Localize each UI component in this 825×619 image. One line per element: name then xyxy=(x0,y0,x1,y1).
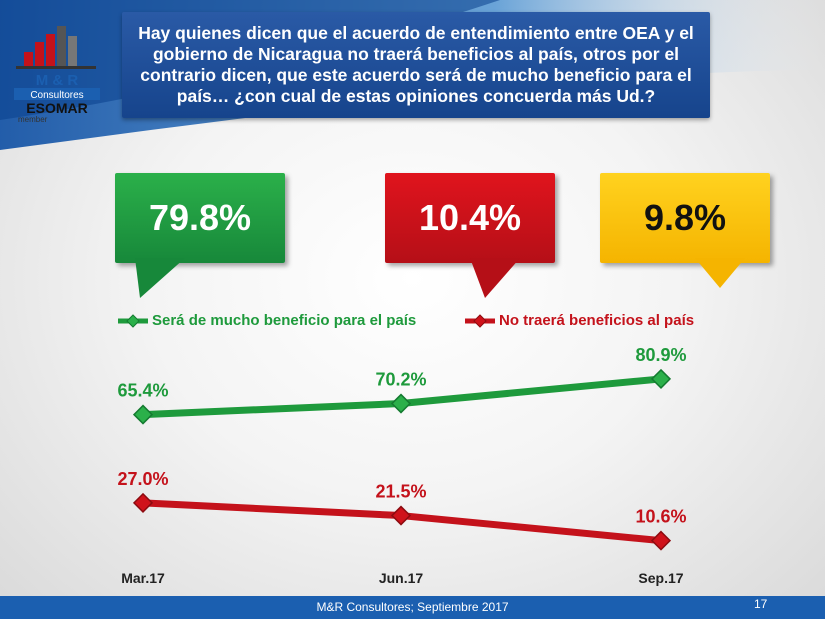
legend-item-beneficio: Será de mucho beneficio para el país xyxy=(118,312,416,329)
series-0-label-0: 65.4% xyxy=(117,381,168,401)
series-1-point-0 xyxy=(132,492,154,513)
question-text: Hay quienes dicen que el acuerdo de ente… xyxy=(138,23,694,106)
callout-no-beneficio-value: 10.4% xyxy=(418,197,522,238)
series-0-label-2: 80.9% xyxy=(635,345,686,365)
series-1-label-2: 10.6% xyxy=(635,507,686,527)
series-0-label-1: 70.2% xyxy=(375,370,426,390)
mr-consultores-logo: M & R Consultores ESOMAR member xyxy=(10,12,105,124)
legend-label-no-beneficio: No traerá beneficios al país xyxy=(499,312,695,329)
callout-beneficio: 79.8% xyxy=(115,173,285,263)
callout-ns-nr-tail xyxy=(695,258,745,288)
callout-ns-nr-value: 9.8% xyxy=(643,197,727,238)
logo-graphic: M & R Consultores ESOMAR member xyxy=(14,26,100,124)
footer-source: M&R Consultores; Septiembre 2017 xyxy=(316,600,509,614)
series-0-point-2 xyxy=(650,368,672,389)
logo-line1: M & R xyxy=(36,72,79,89)
series-1-label-1: 21.5% xyxy=(375,482,426,502)
x-tick-label-2: Sep.17 xyxy=(638,570,683,586)
footer-bar: M&R Consultores; Septiembre 2017 17 xyxy=(0,596,825,619)
series-0-point-0 xyxy=(132,404,154,425)
callout-no-beneficio-tail xyxy=(470,258,520,298)
logo-line4: member xyxy=(18,115,48,122)
legend-marker-no-beneficio xyxy=(465,313,495,328)
legend-label-beneficio: Será de mucho beneficio para el país xyxy=(152,312,417,329)
series-1-label-0: 27.0% xyxy=(117,469,168,489)
legend-marker-beneficio xyxy=(118,313,148,328)
callout-beneficio-tail xyxy=(135,258,185,298)
x-tick-label-0: Mar.17 xyxy=(121,570,165,586)
legend-item-no-beneficio: No traerá beneficios al país xyxy=(465,312,694,329)
callout-beneficio-value: 79.8% xyxy=(148,197,252,238)
callout-no-beneficio: 10.4% xyxy=(385,173,555,263)
series-1-point-1 xyxy=(390,505,412,526)
logo-line2: Consultores xyxy=(30,90,83,101)
x-tick-label-1: Jun.17 xyxy=(379,570,424,586)
logo-line3: ESOMAR xyxy=(26,100,87,116)
series-0-point-1 xyxy=(390,393,412,414)
question-box: Hay quienes dicen que el acuerdo de ente… xyxy=(122,12,710,118)
series-1-point-2 xyxy=(650,530,672,551)
callout-ns-nr: 9.8% xyxy=(600,173,770,263)
page-number: 17 xyxy=(754,597,768,611)
